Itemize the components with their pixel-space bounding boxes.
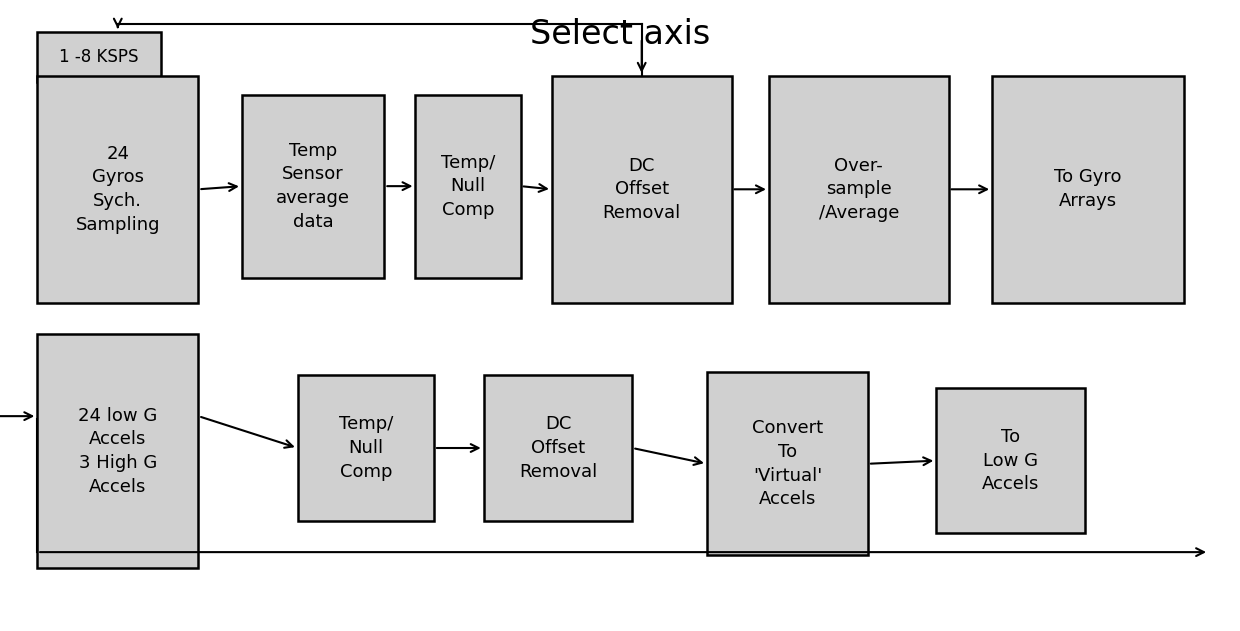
Bar [552,76,732,303]
Bar [707,372,868,555]
Text: 24
Gyros
Sych.
Sampling: 24 Gyros Sych. Sampling [76,145,160,233]
Text: Convert
To
'Virtual'
Accels: Convert To 'Virtual' Accels [751,420,823,508]
Text: To Gyro
Arrays: To Gyro Arrays [1054,168,1122,210]
Bar [37,334,198,568]
Bar [37,76,198,303]
Text: Temp/
Null
Comp: Temp/ Null Comp [441,153,495,219]
Bar [242,95,384,278]
Bar [936,388,1085,533]
Bar [415,95,521,278]
Text: 1 -8 KSPS: 1 -8 KSPS [60,48,139,66]
Text: Temp
Sensor
average
data: Temp Sensor average data [277,142,350,230]
Bar [298,375,434,521]
Text: DC
Offset
Removal: DC Offset Removal [603,156,681,222]
Bar [769,76,949,303]
Text: To
Low G
Accels: To Low G Accels [982,428,1039,493]
Bar [37,32,161,82]
Bar [484,375,632,521]
Text: Select axis: Select axis [529,18,711,51]
Text: 24 low G
Accels
3 High G
Accels: 24 low G Accels 3 High G Accels [78,407,157,495]
Text: Over-
sample
/Average: Over- sample /Average [818,156,899,222]
Text: Temp/
Null
Comp: Temp/ Null Comp [339,415,393,481]
Bar [992,76,1184,303]
Text: DC
Offset
Removal: DC Offset Removal [518,415,598,481]
